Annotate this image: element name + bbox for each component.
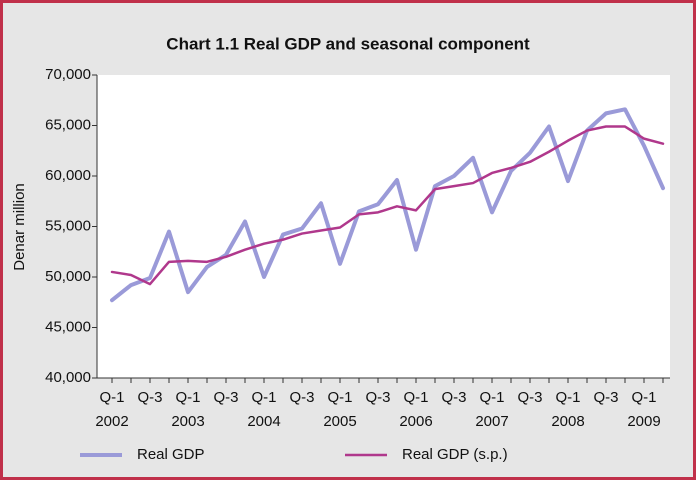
chart-title: Chart 1.1 Real GDP and seasonal componen… [166,34,530,53]
x-year-label: 2003 [171,413,204,430]
x-tick-label: Q-1 [99,389,124,406]
x-tick-label: Q-3 [365,389,390,406]
x-tick-label: Q-3 [137,389,162,406]
x-tick-label: Q-1 [631,389,656,406]
series-line [110,107,665,303]
y-tick-label: 50,000 [45,268,91,285]
y-axis-label: Denar million [11,183,28,271]
x-tick-label: Q-1 [251,389,276,406]
y-tick-label: 40,000 [45,369,91,386]
x-tick-label: Q-3 [289,389,314,406]
y-tick-label: 70,000 [45,66,91,83]
x-tick-label: Q-3 [593,389,618,406]
series-line [110,125,665,286]
x-year-label: 2004 [247,413,280,430]
y-tick-label: 45,000 [45,318,91,335]
x-tick-label: Q-1 [555,389,580,406]
legend-label: Real GDP (s.p.) [402,446,508,463]
x-year-label: 2007 [475,413,508,430]
x-tick-label: Q-1 [327,389,352,406]
x-tick-label: Q-1 [479,389,504,406]
x-tick-label: Q-1 [403,389,428,406]
x-year-label: 2008 [551,413,584,430]
y-tick-label: 55,000 [45,217,91,234]
x-tick-label: Q-3 [441,389,466,406]
x-year-label: 2006 [399,413,432,430]
x-year-label: 2009 [627,413,660,430]
legend-label: Real GDP [137,446,205,463]
x-year-label: 2005 [323,413,356,430]
x-tick-label: Q-3 [517,389,542,406]
x-year-label: 2002 [95,413,128,430]
plot-area [97,75,670,378]
x-tick-label: Q-1 [175,389,200,406]
y-tick-label: 60,000 [45,167,91,184]
y-tick-label: 65,000 [45,116,91,133]
x-tick-label: Q-3 [213,389,238,406]
